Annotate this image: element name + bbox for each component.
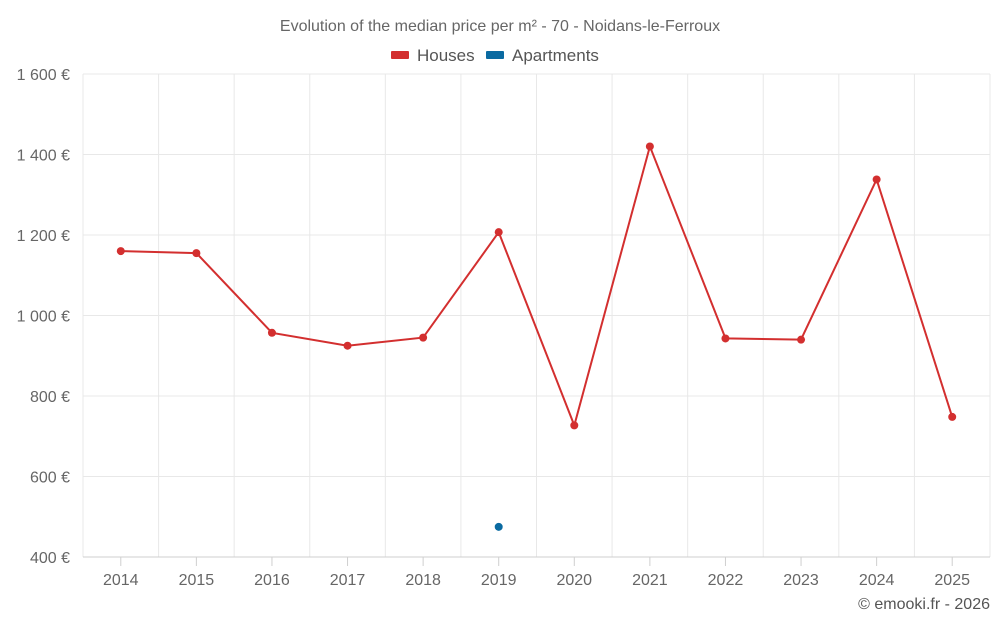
chart-title: Evolution of the median price per m² - 7… bbox=[280, 18, 720, 35]
x-tick-label: 2019 bbox=[481, 572, 517, 589]
y-tick-label: 1 000 € bbox=[17, 309, 70, 326]
x-tick-label: 2018 bbox=[405, 572, 441, 589]
data-point-houses-2018 bbox=[419, 333, 428, 342]
x-tick-label: 2015 bbox=[179, 572, 215, 589]
x-tick-label: 2014 bbox=[103, 572, 139, 589]
x-tick-label: 2017 bbox=[330, 572, 366, 589]
x-tick-label: 2021 bbox=[632, 572, 668, 589]
legend-swatch-houses[interactable] bbox=[391, 51, 409, 59]
legend-swatch-apartments[interactable] bbox=[486, 51, 504, 59]
x-tick-label: 2022 bbox=[708, 572, 744, 589]
data-point-houses-2023 bbox=[797, 335, 806, 344]
x-tick-label: 2016 bbox=[254, 572, 290, 589]
x-tick-label: 2020 bbox=[556, 572, 592, 589]
y-tick-label: 1 600 € bbox=[17, 67, 70, 84]
data-point-houses-2017 bbox=[343, 341, 352, 350]
x-axis: 2014 2015 2016 2017 2018 2019 2020 2021 2022 2023… bbox=[83, 556, 990, 589]
data-point-houses-2019 bbox=[494, 228, 503, 237]
grid bbox=[82, 73, 991, 557]
x-tick-label: 2025 bbox=[934, 572, 970, 589]
y-tick-label: 1 400 € bbox=[17, 148, 70, 165]
series-layer bbox=[116, 142, 957, 531]
data-point-houses-2021 bbox=[645, 142, 654, 151]
y-axis: 400 € 600 € 800 € 1 000 € 1 200 € 1 400 € 1 60… bbox=[17, 67, 70, 567]
data-point-houses-2016 bbox=[267, 328, 276, 337]
data-point-houses-2022 bbox=[721, 334, 730, 343]
y-tick-label: 1 200 € bbox=[17, 228, 70, 245]
data-point-houses-2020 bbox=[570, 421, 579, 430]
data-point-houses-2025 bbox=[948, 412, 957, 421]
legend-label-houses[interactable]: Houses bbox=[417, 46, 475, 65]
x-tick-label: 2023 bbox=[783, 572, 819, 589]
x-tick-label: 2024 bbox=[859, 572, 895, 589]
data-point-houses-2015 bbox=[192, 249, 201, 258]
data-point-houses-2024 bbox=[872, 175, 881, 184]
data-point-houses-2014 bbox=[116, 247, 125, 256]
y-tick-label: 600 € bbox=[30, 470, 70, 487]
y-tick-label: 400 € bbox=[30, 550, 70, 567]
y-tick-label: 800 € bbox=[30, 389, 70, 406]
legend[interactable]: Houses Apartments bbox=[391, 46, 599, 65]
legend-label-apartments[interactable]: Apartments bbox=[512, 46, 599, 65]
series-line-houses bbox=[120, 143, 954, 429]
data-point-apartments-2019 bbox=[494, 522, 503, 531]
credit-text: © emooki.fr - 2026 bbox=[858, 596, 990, 613]
